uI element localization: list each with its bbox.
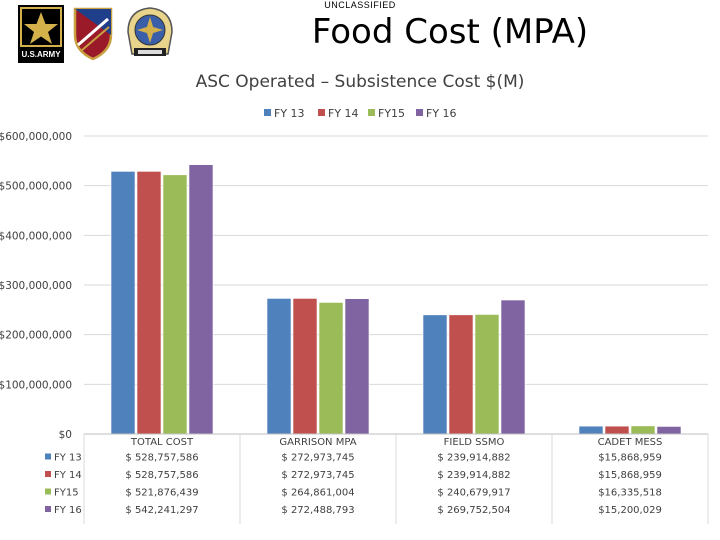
slide-title: Food Cost (MPA)	[311, 12, 589, 52]
army-logo-caption: U.S.ARMY	[21, 50, 61, 59]
y-tick-label: $500,000,000	[0, 181, 72, 193]
x-category-label: CADET MESS	[598, 437, 663, 448]
bar	[474, 314, 500, 435]
shield-insignia-logo	[72, 5, 114, 61]
table-value-label: $ 542,241,297	[125, 505, 198, 516]
legend-swatch	[368, 109, 375, 116]
table-value-label: $15,200,029	[598, 505, 662, 516]
x-category-label: TOTAL COST	[130, 437, 194, 448]
classification-banner: UNCLASSIFIED	[324, 0, 396, 10]
chart-title: ASC Operated – Subsistence Cost $(M)	[196, 72, 525, 92]
table-value-label: $ 528,757,586	[125, 453, 198, 464]
bar	[422, 314, 448, 435]
table-value-label: $ 239,914,882	[437, 453, 510, 464]
bar	[292, 298, 318, 435]
table-series-name: FY 16	[54, 505, 82, 516]
table-value-label: $ 272,488,793	[281, 505, 354, 516]
header-bar	[0, 0, 720, 66]
bar	[630, 425, 656, 435]
x-category-label: GARRISON MPA	[279, 437, 356, 448]
table-legend-key	[45, 453, 51, 460]
bar	[266, 298, 292, 435]
bar	[136, 171, 162, 435]
legend-label: FY 13	[274, 107, 305, 120]
bar	[604, 425, 630, 435]
table-value-label: $ 264,861,004	[281, 488, 354, 499]
legend-swatch	[416, 109, 423, 116]
x-category-label: FIELD SSMO	[444, 437, 505, 448]
bar	[188, 164, 214, 435]
table-value-label: $ 269,752,504	[437, 505, 510, 516]
table-value-label: $ 521,876,439	[125, 488, 198, 499]
table-value-label: $15,868,959	[598, 470, 662, 481]
y-tick-label: $300,000,000	[0, 280, 72, 292]
table-value-label: $16,335,518	[598, 488, 662, 499]
table-series-name: FY15	[54, 488, 79, 499]
y-tick-label: $0	[59, 429, 72, 441]
bar	[162, 174, 188, 435]
table-legend-key	[45, 488, 51, 495]
bar	[318, 302, 344, 435]
table-legend-key	[45, 506, 51, 512]
bar	[656, 426, 682, 435]
legend-label: FY15	[378, 107, 405, 120]
table-series-name: FY 14	[54, 470, 82, 481]
legend-label: FY 16	[426, 107, 457, 120]
bar	[110, 171, 136, 435]
bar	[578, 425, 604, 435]
table-value-label: $ 239,914,882	[437, 470, 510, 481]
legend-swatch	[318, 109, 325, 116]
table-value-label: $ 272,973,745	[281, 470, 354, 481]
bar	[448, 314, 474, 435]
legend-label: FY 14	[328, 107, 359, 120]
y-tick-label: $200,000,000	[0, 330, 72, 342]
bar	[344, 298, 370, 435]
table-series-name: FY 13	[54, 453, 82, 464]
legend-swatch	[264, 109, 271, 116]
table-value-label: $15,868,959	[598, 453, 662, 464]
table-value-label: $ 240,679,917	[437, 488, 510, 499]
table-legend-key	[45, 471, 51, 477]
bar	[500, 299, 526, 435]
y-tick-label: $100,000,000	[0, 379, 72, 391]
y-tick-label: $600,000,000	[0, 131, 72, 143]
table-value-label: $ 528,757,586	[125, 470, 198, 481]
unit-seal-logo	[124, 4, 176, 60]
y-tick-label: $400,000,000	[0, 230, 72, 242]
table-value-label: $ 272,973,745	[281, 453, 354, 464]
us-army-star-logo: U.S.ARMY	[18, 5, 64, 63]
